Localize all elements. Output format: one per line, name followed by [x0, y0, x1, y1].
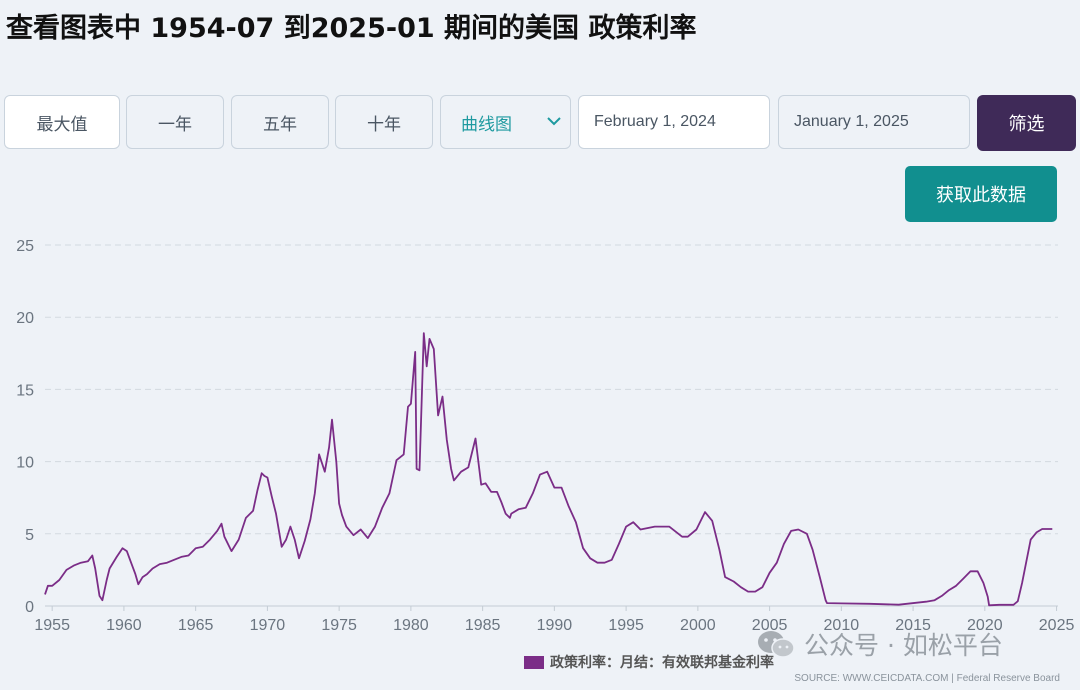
end-date-input[interactable]: January 1, 2025 [778, 95, 970, 149]
x-tick-label: 1980 [393, 617, 429, 634]
x-tick-label: 1995 [608, 617, 644, 634]
series-line [44, 332, 1053, 607]
legend-swatch [524, 655, 544, 669]
y-tick-label: 10 [16, 455, 34, 472]
filter-button[interactable]: 筛选 [977, 95, 1076, 151]
x-tick-label: 2000 [680, 617, 716, 634]
x-tick-label: 1960 [106, 617, 142, 634]
y-tick-label: 15 [16, 382, 34, 399]
x-tick-label: 2025 [1039, 617, 1075, 634]
page-title: 查看图表中 1954-07 到2025-01 期间的美国 政策利率 [6, 13, 697, 44]
one-year-button[interactable]: 一年 [126, 95, 224, 149]
x-tick-label: 2010 [824, 617, 860, 634]
start-date-input[interactable]: February 1, 2024 [578, 95, 770, 149]
x-tick-label: 2015 [895, 617, 931, 634]
x-tick-label: 2005 [752, 617, 788, 634]
y-tick-label: 0 [25, 599, 34, 616]
watermark: 公众号 · 如松平台 [756, 626, 1003, 662]
source-note: SOURCE: WWW.CEICDATA.COM | Federal Reser… [794, 673, 1060, 684]
ten-year-button[interactable]: 十年 [335, 95, 433, 149]
legend-label: 政策利率：月结：有效联邦基金利率 [550, 655, 774, 671]
watermark-text: 公众号 · 如松平台 [804, 631, 1003, 660]
x-tick-label: 1955 [34, 617, 70, 634]
x-tick-label: 2020 [967, 617, 1003, 634]
y-tick-label: 5 [25, 527, 34, 544]
max-range-button[interactable]: 最大值 [4, 95, 120, 149]
five-year-button[interactable]: 五年 [231, 95, 329, 149]
y-tick-label: 25 [16, 238, 34, 255]
chart-type-value: 曲线图 [461, 114, 512, 135]
chart-type-select[interactable]: 曲线图 [440, 95, 571, 149]
toolbar: 最大值 一年 五年 十年 曲线图 February 1, 2024 Januar… [4, 95, 1076, 151]
get-data-button[interactable]: 获取此数据 [905, 166, 1057, 222]
y-tick-label: 20 [16, 310, 34, 327]
x-tick-label: 1985 [465, 617, 501, 634]
chevron-down-icon [547, 117, 561, 126]
x-tick-label: 1965 [178, 617, 214, 634]
x-tick-label: 1970 [250, 617, 286, 634]
x-tick-label: 1975 [321, 617, 357, 634]
x-tick-label: 1990 [537, 617, 573, 634]
chart-legend: 政策利率：月结：有效联邦基金利率 [524, 652, 774, 672]
wechat-icon [758, 631, 795, 658]
